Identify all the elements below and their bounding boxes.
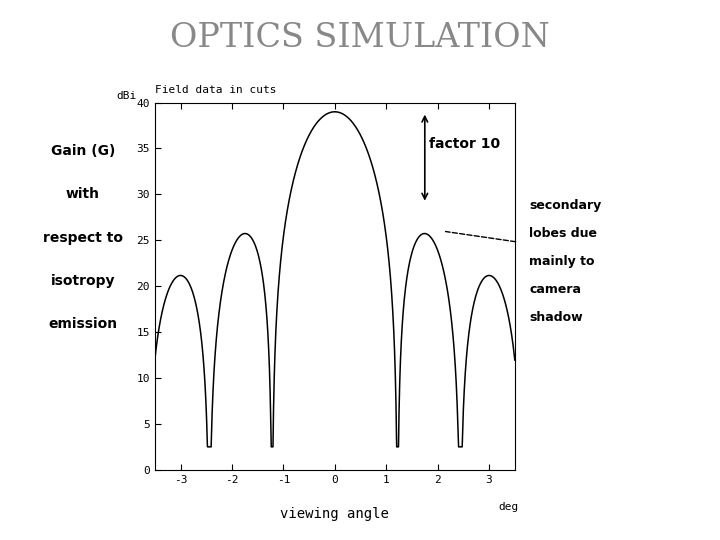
Text: emission: emission	[48, 317, 117, 331]
Text: lobes due: lobes due	[529, 227, 597, 240]
Text: factor 10: factor 10	[429, 137, 500, 151]
Text: respect to: respect to	[42, 231, 123, 245]
Text: isotropy: isotropy	[50, 274, 115, 288]
Text: Field data in cuts: Field data in cuts	[155, 85, 276, 95]
Text: shadow: shadow	[529, 311, 582, 324]
Text: mainly to: mainly to	[529, 255, 595, 268]
Text: secondary: secondary	[529, 199, 601, 212]
Text: with: with	[66, 187, 100, 201]
Text: dBi: dBi	[117, 91, 137, 101]
Text: Gain (G): Gain (G)	[50, 144, 115, 158]
Text: camera: camera	[529, 283, 581, 296]
Text: OPTICS SIMULATION: OPTICS SIMULATION	[170, 22, 550, 53]
Text: viewing angle: viewing angle	[280, 507, 390, 521]
Text: deg: deg	[498, 502, 518, 512]
